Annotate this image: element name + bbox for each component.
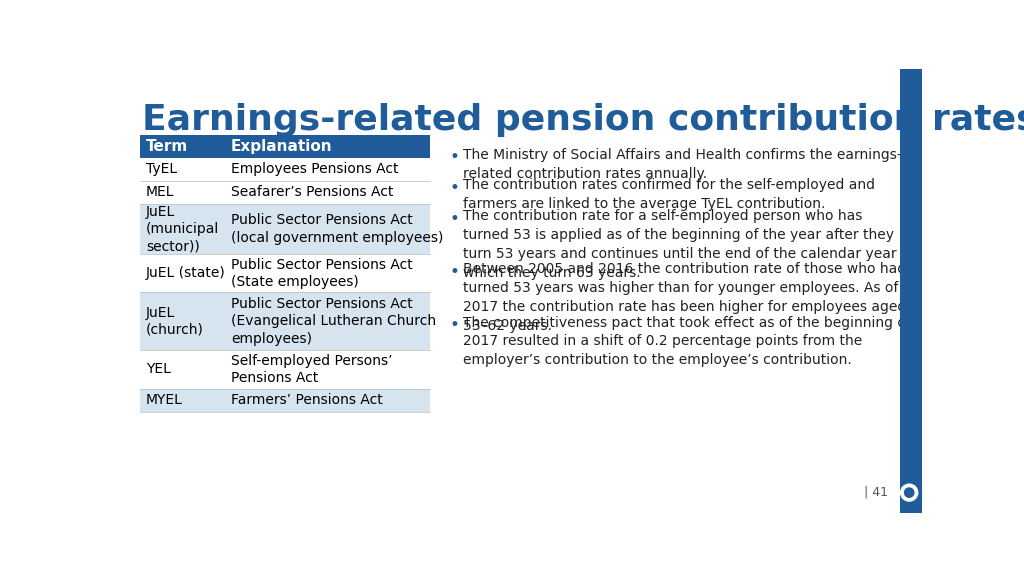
Bar	[900, 69, 922, 513]
Text: Public Sector Pensions Act
(Evangelical Lutheran Church
employees): Public Sector Pensions Act (Evangelical …	[231, 297, 436, 346]
Text: Employees Pensions Act: Employees Pensions Act	[231, 162, 398, 176]
Text: MEL: MEL	[145, 185, 174, 199]
Bar	[139, 135, 430, 158]
Bar	[139, 181, 430, 204]
Text: | 41: | 41	[864, 486, 888, 499]
Text: •: •	[450, 210, 460, 228]
Text: MYEL: MYEL	[145, 393, 182, 407]
Text: Term: Term	[145, 139, 188, 154]
Bar	[139, 389, 430, 412]
Text: The Ministry of Social Affairs and Health confirms the earnings-
related contrib: The Ministry of Social Affairs and Healt…	[463, 147, 901, 181]
Circle shape	[904, 488, 913, 497]
Text: •: •	[450, 149, 460, 166]
Bar	[139, 254, 430, 293]
Text: Seafarer’s Pensions Act: Seafarer’s Pensions Act	[231, 185, 393, 199]
Text: Farmers’ Pensions Act: Farmers’ Pensions Act	[231, 393, 383, 407]
Text: •: •	[450, 316, 460, 334]
Text: TyEL: TyEL	[145, 162, 177, 176]
Bar	[139, 158, 430, 181]
Text: The competitiveness pact that took effect as of the beginning of
2017 resulted i: The competitiveness pact that took effec…	[463, 316, 910, 367]
Text: Explanation: Explanation	[231, 139, 333, 154]
Text: The contribution rate for a self-employed person who has
turned 53 is applied as: The contribution rate for a self-employe…	[463, 209, 913, 280]
Text: Public Sector Pensions Act
(State employees): Public Sector Pensions Act (State employ…	[231, 257, 413, 289]
Text: YEL: YEL	[145, 362, 171, 377]
Text: Self-employed Persons’
Pensions Act: Self-employed Persons’ Pensions Act	[231, 354, 392, 385]
Text: JuEL
(municipal
sector)): JuEL (municipal sector))	[145, 204, 219, 253]
Bar	[139, 204, 430, 254]
Circle shape	[901, 484, 918, 501]
Text: Public Sector Pensions Act
(local government employees): Public Sector Pensions Act (local govern…	[231, 213, 443, 245]
Text: Between 2005 and 2016 the contribution rate of those who had
turned 53 years was: Between 2005 and 2016 the contribution r…	[463, 263, 906, 334]
Text: The contribution rates confirmed for the self-employed and
farmers are linked to: The contribution rates confirmed for the…	[463, 179, 874, 211]
Text: Earnings-related pension contribution rates: Earnings-related pension contribution ra…	[142, 103, 1024, 137]
Text: •: •	[450, 179, 460, 197]
Text: •: •	[450, 263, 460, 281]
Bar	[139, 293, 430, 350]
Text: JuEL
(church): JuEL (church)	[145, 306, 204, 337]
Bar	[139, 350, 430, 389]
Text: JuEL (state): JuEL (state)	[145, 266, 225, 280]
